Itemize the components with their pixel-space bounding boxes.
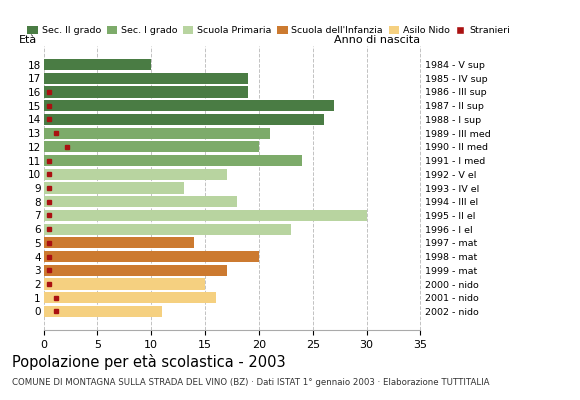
Bar [44,265,227,276]
Bar [44,237,194,248]
Text: Età: Età [19,34,37,44]
Bar [44,141,259,152]
Bar [44,155,302,166]
Bar [44,251,259,262]
Bar [44,59,151,70]
Bar [44,306,162,317]
Text: Anno di nascita: Anno di nascita [335,34,420,44]
Bar [44,224,291,235]
Bar [44,278,205,290]
Bar [44,196,237,207]
Text: COMUNE DI MONTAGNA SULLA STRADA DEL VINO (BZ) · Dati ISTAT 1° gennaio 2003 · Ela: COMUNE DI MONTAGNA SULLA STRADA DEL VINO… [12,378,489,387]
Bar [44,73,248,84]
Bar [44,182,183,194]
Text: Popolazione per età scolastica - 2003: Popolazione per età scolastica - 2003 [12,354,285,370]
Bar [44,210,367,221]
Bar [44,128,270,139]
Bar [44,100,334,111]
Bar [44,169,227,180]
Bar [44,292,216,303]
Bar [44,86,248,98]
Legend: Sec. II grado, Sec. I grado, Scuola Primaria, Scuola dell'Infanzia, Asilo Nido, : Sec. II grado, Sec. I grado, Scuola Prim… [24,22,514,39]
Bar [44,114,324,125]
